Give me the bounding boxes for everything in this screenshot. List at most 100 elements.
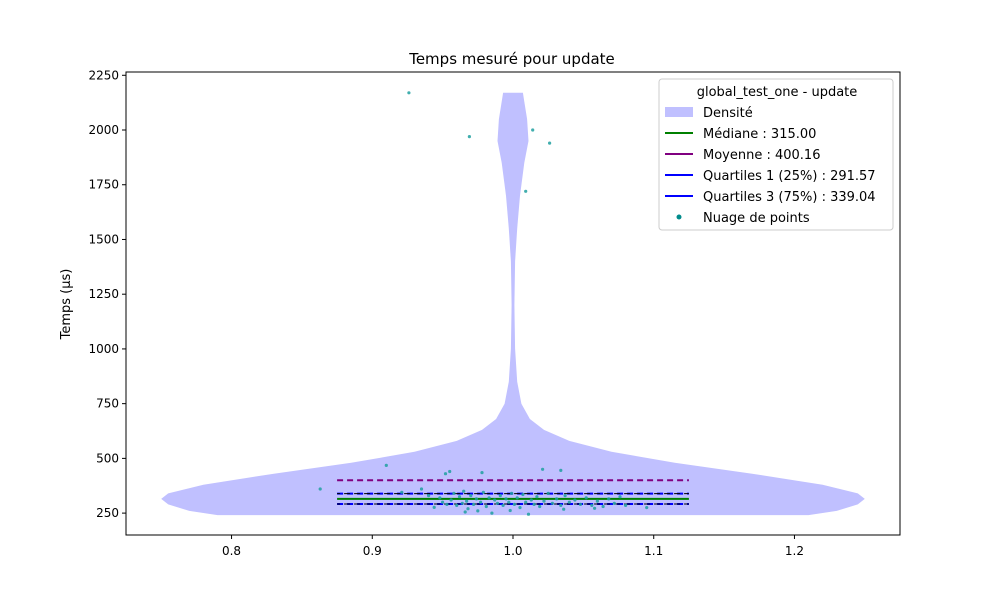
scatter-point bbox=[493, 498, 497, 502]
scatter-point bbox=[400, 490, 404, 494]
x-tick-label: 1.2 bbox=[785, 544, 804, 558]
y-tick-label: 2250 bbox=[88, 68, 119, 82]
scatter-point bbox=[512, 502, 517, 506]
legend-title: global_test_one - update bbox=[697, 85, 858, 100]
plot-area bbox=[161, 91, 865, 516]
legend-entry-label: Quartiles 3 (75%) : 339.04 bbox=[703, 190, 876, 205]
scatter-point bbox=[563, 494, 567, 498]
scatter-point bbox=[559, 468, 563, 472]
scatter-point bbox=[384, 463, 388, 467]
scatter-point bbox=[495, 501, 500, 505]
scatter-point bbox=[508, 508, 512, 513]
scatter-point bbox=[624, 503, 628, 507]
scatter-point bbox=[504, 497, 508, 501]
legend-entry-label: Quartiles 1 (25%) : 291.57 bbox=[703, 169, 876, 184]
scatter-point bbox=[542, 499, 546, 503]
scatter-point bbox=[419, 487, 424, 491]
scatter-point bbox=[548, 141, 552, 145]
scatter-point bbox=[460, 501, 464, 505]
x-tick-label: 0.8 bbox=[222, 544, 241, 558]
scatter-point bbox=[555, 497, 559, 501]
scatter-point bbox=[593, 506, 597, 510]
scatter-point bbox=[524, 500, 528, 504]
scatter-point bbox=[472, 502, 476, 506]
x-tick-label: 1.1 bbox=[644, 544, 663, 558]
scatter-point bbox=[479, 500, 483, 504]
y-tick-label: 1250 bbox=[88, 287, 119, 301]
scatter-point bbox=[407, 91, 411, 95]
scatter-point bbox=[480, 471, 484, 475]
scatter-point bbox=[535, 495, 539, 499]
scatter-point bbox=[521, 492, 525, 497]
scatter-point bbox=[498, 494, 502, 498]
chart-title: Temps mesuré pour update bbox=[408, 50, 615, 68]
scatter-point bbox=[466, 507, 470, 511]
scatter-point bbox=[481, 490, 485, 494]
y-tick-label: 250 bbox=[96, 506, 119, 520]
legend-entry-label: Moyenne : 400.16 bbox=[703, 148, 820, 163]
scatter-point bbox=[507, 500, 511, 504]
scatter-point bbox=[541, 467, 545, 471]
scatter-point bbox=[584, 496, 588, 500]
axes: 0.8 0.9 1.0 1.1 1.2 250 500 750 1000 1250 1500 1750… bbox=[88, 68, 901, 558]
scatter-point bbox=[573, 498, 577, 502]
legend-swatch-density bbox=[665, 107, 693, 117]
scatter-point bbox=[449, 498, 453, 502]
legend-entry-label: Médiane : 315.00 bbox=[703, 127, 816, 142]
scatter-point bbox=[462, 489, 466, 493]
scatter-point bbox=[526, 512, 531, 516]
scatter-point bbox=[455, 503, 459, 507]
scatter-point bbox=[427, 494, 431, 498]
scatter-point bbox=[490, 511, 494, 515]
y-tick-label: 2000 bbox=[88, 123, 119, 137]
scatter-point bbox=[441, 500, 445, 504]
scatter-point bbox=[538, 504, 542, 509]
scatter-point bbox=[531, 128, 535, 132]
scatter-point bbox=[578, 502, 583, 506]
legend-entry-label: Densité bbox=[703, 106, 753, 121]
scatter-point bbox=[443, 472, 448, 476]
scatter-point bbox=[318, 487, 322, 491]
scatter-point bbox=[476, 509, 480, 513]
violin-density bbox=[161, 92, 865, 516]
scatter-point bbox=[601, 504, 605, 509]
x-tick-label: 1.0 bbox=[503, 544, 522, 558]
scatter-point bbox=[645, 506, 649, 510]
y-axis-label: Temps (µs) bbox=[59, 269, 74, 341]
scatter-point bbox=[445, 502, 449, 506]
scatter-point bbox=[612, 501, 616, 505]
scatter-point bbox=[529, 498, 533, 502]
scatter-point bbox=[546, 491, 550, 495]
legend-swatch-marker bbox=[676, 214, 682, 220]
scatter-point bbox=[469, 494, 473, 498]
y-tick-label: 500 bbox=[96, 451, 119, 465]
scatter-point bbox=[559, 503, 563, 507]
scatter-point bbox=[607, 497, 611, 501]
scatter-point bbox=[562, 507, 566, 511]
scatter-point bbox=[550, 501, 555, 505]
scatter-point bbox=[510, 491, 514, 495]
scatter-point bbox=[452, 491, 456, 495]
legend-box bbox=[658, 78, 894, 231]
scatter-point bbox=[590, 503, 594, 507]
y-tick-label: 750 bbox=[96, 397, 119, 411]
scatter-point bbox=[438, 496, 442, 500]
scatter-point bbox=[432, 505, 436, 509]
scatter-point bbox=[567, 500, 571, 504]
scatter-point bbox=[474, 497, 478, 501]
scatter-point bbox=[463, 510, 467, 514]
legend-entry-label: Nuage de points bbox=[703, 211, 810, 226]
y-tick-label: 1750 bbox=[88, 178, 119, 192]
x-tick-label: 0.9 bbox=[363, 544, 382, 558]
scatter-point bbox=[532, 502, 536, 506]
scatter-point bbox=[518, 506, 522, 510]
y-tick-label: 1500 bbox=[88, 232, 119, 246]
scatter-point bbox=[484, 504, 488, 509]
scatter-point bbox=[465, 499, 469, 503]
y-tick-label: 1000 bbox=[88, 342, 119, 356]
scatter-point bbox=[524, 189, 528, 193]
scatter-point bbox=[467, 135, 471, 139]
scatter-point bbox=[618, 495, 622, 499]
scatter-point bbox=[448, 469, 452, 474]
